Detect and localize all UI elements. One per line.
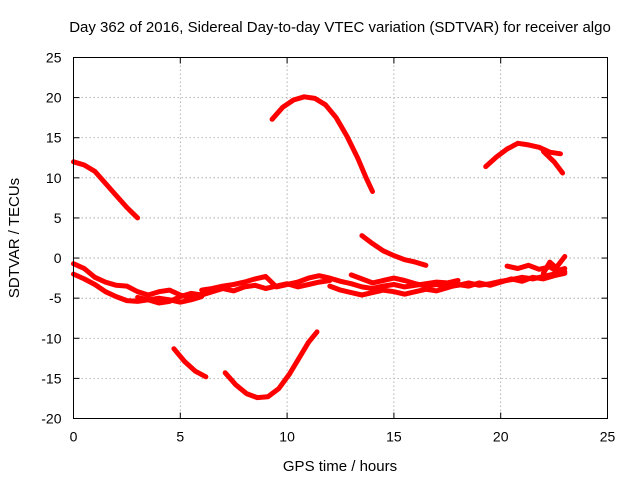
series-line-band-8 xyxy=(540,254,568,276)
series-line-band-3 xyxy=(135,278,333,306)
series-line-band-1 xyxy=(71,271,205,305)
x-tick-label: 25 xyxy=(600,429,616,445)
y-tick-label: 5 xyxy=(54,210,62,226)
chart-title: Day 362 of 2016, Sidereal Day-to-day VTE… xyxy=(69,19,611,36)
y-tick-label: -10 xyxy=(41,330,61,346)
series-line-arc-2 xyxy=(269,94,375,194)
x-tick-label: 5 xyxy=(176,429,184,445)
series-line-band-2 xyxy=(71,261,215,301)
y-tick-label: -15 xyxy=(41,370,61,386)
y-tick-label: 20 xyxy=(46,90,62,106)
x-axis-label: GPS time / hours xyxy=(283,458,397,475)
series-line-arc-3 xyxy=(483,140,563,170)
series-line-band-7 xyxy=(504,262,568,274)
y-tick-label: 25 xyxy=(46,50,62,66)
series-layer xyxy=(71,94,568,401)
y-tick-label: 10 xyxy=(46,170,62,186)
axis-ticks xyxy=(73,57,608,419)
y-tick-label: 15 xyxy=(46,130,62,146)
y-tick-label: 0 xyxy=(54,250,62,266)
plot-frame xyxy=(73,57,608,419)
y-tick-labels: -20 -15 -10 -5 0 5 10 15 20 25 xyxy=(41,50,61,427)
x-tick-label: 0 xyxy=(70,429,78,445)
series-line-arc-5 xyxy=(359,233,429,268)
series-line-arc-7 xyxy=(222,329,320,401)
y-tick-label: -5 xyxy=(49,290,62,306)
x-tick-label: 15 xyxy=(386,429,402,445)
y-tick-label: -20 xyxy=(41,411,61,427)
y-axis-label: SDTVAR / TECUs xyxy=(6,178,23,298)
x-tick-label: 10 xyxy=(279,429,295,445)
x-tick-label: 20 xyxy=(493,429,509,445)
series-line-arc-1 xyxy=(71,159,141,221)
series-line-arc-6 xyxy=(171,346,209,380)
series-line-arc-4 xyxy=(540,148,566,176)
grid-lines xyxy=(73,57,608,419)
x-tick-labels: 0 5 10 15 20 25 xyxy=(70,429,616,445)
series-line-band-6 xyxy=(348,269,568,290)
